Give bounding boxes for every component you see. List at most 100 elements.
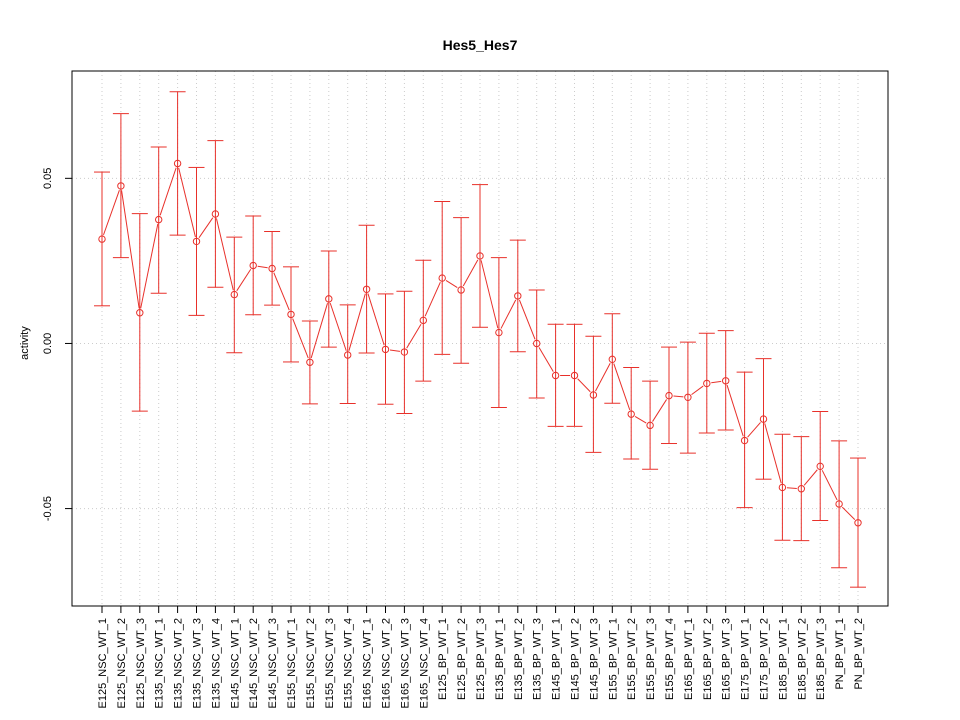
data-point	[570, 371, 579, 380]
x-tick-label: E135_NSC_WT_2	[173, 618, 185, 709]
series-segment	[462, 259, 479, 287]
data-point	[362, 285, 371, 293]
x-tick-label: E125_BP_WT_2	[456, 618, 468, 700]
series-segment	[273, 272, 290, 311]
data-point	[495, 328, 503, 337]
x-tick-label: E155_BP_WT_4	[664, 618, 676, 700]
series-segment	[406, 323, 422, 349]
x-tick-label: E135_BP_WT_2	[513, 618, 525, 700]
data-point	[816, 462, 824, 471]
data-point	[722, 377, 730, 385]
series-segment	[159, 167, 177, 216]
x-tick-label: E175_BP_WT_1	[740, 618, 752, 700]
data-point	[476, 252, 484, 260]
x-axis: E125_NSC_WT_1 E125_NSC_WT_2 E125_NSC_WT_3 E…	[97, 606, 865, 709]
x-tick-label: E155_NSC_WT_3	[324, 618, 336, 709]
series-segment	[178, 167, 196, 238]
x-tick-label: E155_NSC_WT_4	[343, 618, 355, 709]
x-tick-label: E185_BP_WT_1	[777, 618, 789, 700]
x-tick-label: E145_NSC_WT_2	[248, 618, 260, 709]
data-point	[173, 159, 182, 168]
x-tick-label: E165_BP_WT_2	[702, 618, 714, 700]
data-point	[438, 274, 446, 282]
data-point	[306, 358, 314, 366]
series-segment	[613, 363, 631, 411]
data-point	[381, 345, 390, 354]
x-tick-label: E135_NSC_WT_1	[154, 618, 166, 709]
series-segment	[367, 293, 385, 346]
x-tick-label: E145_NSC_WT_1	[229, 618, 241, 709]
series-segment	[595, 363, 611, 392]
series-segment	[538, 347, 554, 372]
x-tick-label: E125_BP_WT_3	[475, 618, 487, 700]
series-segment	[518, 299, 536, 340]
series-segment	[634, 415, 647, 424]
series-segment	[786, 487, 797, 489]
data-point	[589, 391, 598, 399]
series-segment	[257, 265, 268, 269]
x-tick-label: E155_NSC_WT_2	[305, 618, 317, 709]
data-points	[98, 159, 862, 527]
data-point	[344, 351, 352, 359]
data-point	[533, 339, 541, 348]
series-segment	[215, 218, 234, 291]
series-line	[103, 167, 856, 520]
x-tick-label: E125_NSC_WT_1	[97, 618, 109, 709]
data-point	[325, 295, 333, 303]
x-tick-label: E125_NSC_WT_2	[116, 618, 128, 709]
series-segment	[424, 281, 441, 317]
data-point	[117, 182, 125, 190]
x-tick-label: E165_BP_WT_3	[721, 618, 733, 700]
x-tick-label: E165_NSC_WT_2	[381, 618, 393, 709]
data-point	[759, 415, 768, 423]
data-point	[551, 371, 560, 380]
x-tick-label: E125_BP_WT_1	[437, 618, 449, 700]
data-point	[192, 237, 201, 246]
data-point	[155, 215, 163, 224]
series-segment	[841, 506, 856, 520]
data-point	[400, 348, 409, 356]
data-point	[740, 436, 749, 445]
x-tick-label: E135_NSC_WT_4	[210, 618, 222, 709]
data-point	[419, 316, 427, 325]
x-tick-label: PN_BP_WT_1	[834, 618, 846, 690]
y-tick-label: 0.00	[42, 333, 54, 354]
data-point	[230, 290, 239, 299]
series-segment	[236, 269, 252, 292]
data-point	[665, 391, 673, 400]
x-tick-label: E185_BP_WT_2	[796, 618, 808, 700]
series-segment	[445, 280, 458, 288]
data-point	[854, 519, 862, 527]
series-segment	[726, 384, 744, 437]
series-segment	[198, 217, 214, 238]
series-segment	[329, 302, 347, 351]
series-segment	[292, 318, 309, 359]
series-segment	[673, 395, 684, 398]
series-segment	[652, 399, 668, 422]
series-segment	[747, 422, 761, 438]
data-point	[608, 355, 616, 364]
series-segment	[691, 385, 704, 396]
data-point	[287, 310, 295, 319]
data-point	[703, 379, 711, 388]
x-tick-label: E185_BP_WT_3	[815, 618, 827, 700]
x-tick-label: E145_BP_WT_2	[570, 618, 582, 700]
plot-frame	[71, 70, 889, 607]
data-point	[211, 210, 220, 218]
series-segment	[711, 380, 722, 384]
data-point	[684, 393, 692, 401]
chart-title: Hes5_Hes7	[443, 37, 518, 53]
series-segment	[803, 469, 818, 486]
series-segment	[577, 378, 591, 393]
data-point	[778, 483, 787, 492]
data-point	[249, 261, 257, 270]
x-tick-label: E165_BP_WT_1	[683, 618, 695, 700]
error-bars	[94, 91, 866, 588]
x-tick-label: E125_NSC_WT_3	[135, 618, 147, 709]
x-tick-label: E165_NSC_WT_1	[362, 618, 374, 709]
y-axis: -0.05 0.00 0.05	[42, 168, 72, 521]
y-axis-label: activity	[19, 326, 31, 360]
data-point	[514, 292, 522, 300]
x-tick-label: E155_BP_WT_3	[645, 618, 657, 700]
x-tick-label: E165_NSC_WT_4	[418, 618, 430, 709]
